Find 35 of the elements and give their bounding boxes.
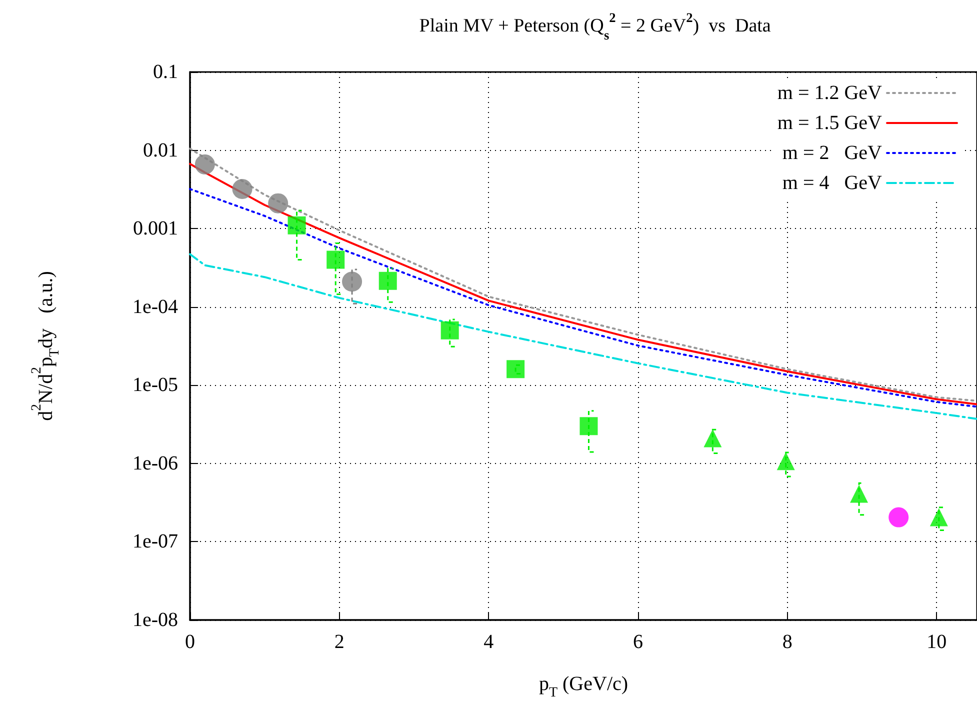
- y-tick-label: 1e-04: [132, 296, 178, 318]
- x-tick-label: 8: [782, 631, 792, 653]
- point: [704, 429, 722, 448]
- point: [580, 417, 598, 436]
- x-tick-label: 6: [633, 631, 644, 653]
- x-tick-label: 0: [185, 631, 195, 653]
- legend-label: m = 4 GeV: [782, 172, 883, 194]
- line-series: [189, 253, 977, 420]
- point: [888, 507, 909, 528]
- point: [288, 216, 306, 234]
- y-tick-label: 0.01: [143, 139, 178, 162]
- point: [930, 508, 948, 526]
- point: [326, 250, 345, 269]
- y-tick-label: 1e-05: [132, 374, 178, 396]
- y-tick-label: 1e-07: [132, 530, 178, 553]
- y-tick-label: 0.1: [153, 61, 178, 83]
- y-tick-label: 1e-06: [132, 452, 178, 474]
- point: [268, 193, 288, 214]
- legend-label: m = 1.2 GeV: [777, 82, 883, 104]
- point: [850, 484, 868, 503]
- legend-label: m = 1.5 GeV: [777, 112, 883, 134]
- point: [342, 272, 362, 292]
- point: [776, 452, 795, 470]
- x-tick-label: 2: [334, 631, 344, 653]
- y-tick-label: 0.001: [133, 218, 178, 240]
- legend-label: m = 2 GeV: [782, 142, 883, 164]
- point: [506, 360, 525, 378]
- point: [194, 154, 215, 174]
- y-axis-title: d2N/d2pTdy (a.u.): [30, 271, 62, 421]
- point: [440, 321, 459, 340]
- point: [378, 272, 397, 290]
- x-tick-label: 4: [484, 631, 494, 653]
- y-tick-label: 1e-08: [132, 609, 178, 631]
- point: [232, 179, 252, 200]
- x-tick-label: 10: [926, 631, 947, 653]
